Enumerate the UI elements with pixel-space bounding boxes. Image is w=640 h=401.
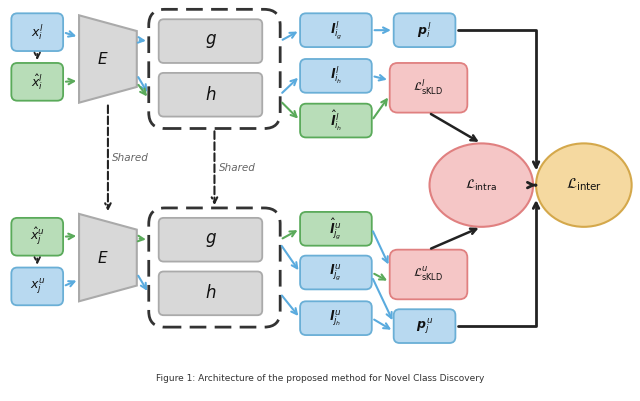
Text: $\boldsymbol{l}_{j_h}^{\,u}$: $\boldsymbol{l}_{j_h}^{\,u}$ [330,308,342,328]
FancyBboxPatch shape [300,59,372,93]
FancyBboxPatch shape [394,309,456,343]
FancyBboxPatch shape [12,218,63,255]
FancyBboxPatch shape [159,73,262,117]
FancyBboxPatch shape [390,250,467,299]
Text: $g$: $g$ [205,32,216,50]
Ellipse shape [536,144,632,227]
FancyBboxPatch shape [300,255,372,290]
Text: $\boldsymbol{l}_{i_g}^{\,l}$: $\boldsymbol{l}_{i_g}^{\,l}$ [330,19,342,41]
FancyBboxPatch shape [300,301,372,335]
Text: $h$: $h$ [205,86,216,104]
Text: $x_j^u$: $x_j^u$ [29,277,45,296]
Text: $\boldsymbol{l}_{j_g}^{\,u}$: $\boldsymbol{l}_{j_g}^{\,u}$ [330,263,342,282]
Text: $\mathcal{L}_{\mathrm{sKLD}}^l$: $\mathcal{L}_{\mathrm{sKLD}}^l$ [413,78,444,97]
Text: $E$: $E$ [97,51,109,67]
Text: $\hat{\boldsymbol{l}}_{j_g}^{\,u}$: $\hat{\boldsymbol{l}}_{j_g}^{\,u}$ [330,217,342,241]
FancyBboxPatch shape [300,212,372,246]
FancyBboxPatch shape [159,218,262,261]
Text: Figure 1: Architecture of the proposed method for Novel Class Discovery: Figure 1: Architecture of the proposed m… [156,374,484,383]
Text: $E$: $E$ [97,249,109,265]
Text: $x_i^l$: $x_i^l$ [31,22,44,42]
Text: $\mathcal{L}_{\mathrm{sKLD}}^u$: $\mathcal{L}_{\mathrm{sKLD}}^u$ [413,266,444,283]
Text: Shared: Shared [218,163,255,173]
Text: $g$: $g$ [205,231,216,249]
Text: $\boldsymbol{p}_j^{\,u}$: $\boldsymbol{p}_j^{\,u}$ [415,316,433,336]
FancyBboxPatch shape [159,19,262,63]
Text: $\hat{x}_i^l$: $\hat{x}_i^l$ [31,72,44,91]
Text: $\boldsymbol{p}_i^{\,l}$: $\boldsymbol{p}_i^{\,l}$ [417,20,432,40]
Text: $h$: $h$ [205,284,216,302]
FancyBboxPatch shape [159,271,262,315]
Polygon shape [79,15,137,103]
Text: $\hat{\boldsymbol{l}}_{i_h}^{\,l}$: $\hat{\boldsymbol{l}}_{i_h}^{\,l}$ [330,109,342,133]
FancyBboxPatch shape [12,13,63,51]
FancyBboxPatch shape [390,63,467,113]
Text: $\mathcal{L}_{\mathrm{inter}}$: $\mathcal{L}_{\mathrm{inter}}$ [566,177,602,193]
FancyBboxPatch shape [12,63,63,101]
Text: $\mathcal{L}_{\mathrm{intra}}$: $\mathcal{L}_{\mathrm{intra}}$ [465,178,497,192]
Text: Shared: Shared [112,153,148,163]
Text: $\hat{x}_j^u$: $\hat{x}_j^u$ [29,226,45,247]
FancyBboxPatch shape [300,13,372,47]
FancyBboxPatch shape [12,267,63,305]
Polygon shape [79,214,137,301]
FancyBboxPatch shape [300,104,372,138]
Ellipse shape [429,144,533,227]
FancyBboxPatch shape [394,13,456,47]
Text: $\boldsymbol{l}_{i_h}^{\,l}$: $\boldsymbol{l}_{i_h}^{\,l}$ [330,65,342,86]
